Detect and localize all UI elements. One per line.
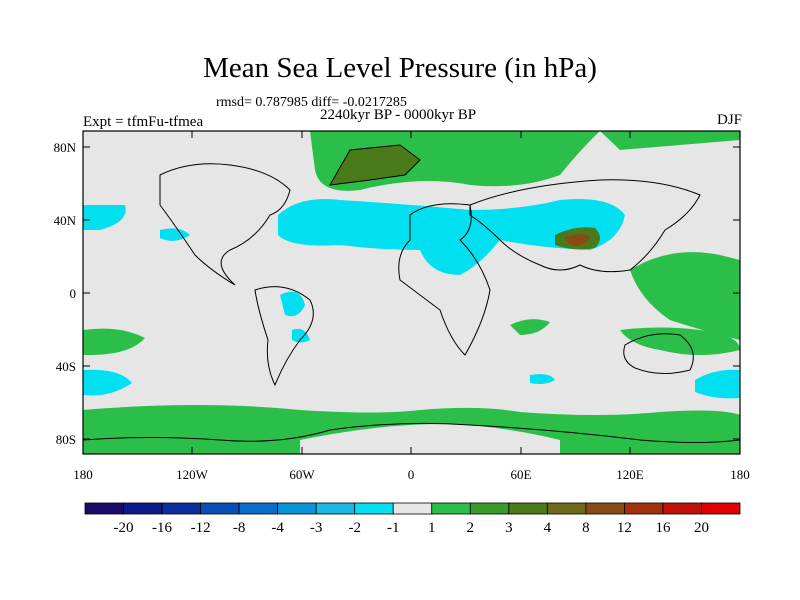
colorbar-label: -8	[232, 520, 246, 536]
experiment-label: Expt = tfmFu-tfmea	[83, 114, 204, 130]
greenland-coast	[329, 144, 421, 186]
colorbar-box	[392, 502, 433, 515]
europe-africa-coast	[398, 203, 491, 356]
colorbar-box	[469, 502, 510, 515]
anomaly-fields	[83, 131, 740, 454]
colorbar-box	[546, 502, 587, 515]
south-pacific-positive	[83, 328, 145, 355]
coastlines	[82, 144, 741, 443]
australia-east-positive	[620, 327, 740, 355]
colorbar-box	[431, 502, 471, 515]
indian-ocean-positive	[510, 319, 550, 335]
map-background	[83, 131, 740, 454]
south-atlantic-negative	[292, 328, 310, 343]
colorbar-label: -3	[309, 520, 323, 536]
stats-text: rmsd= 0.787985 diff= -0.0217285	[216, 95, 407, 110]
lon-label-0: 0	[407, 467, 415, 482]
colorbar-box	[315, 502, 356, 515]
western-pacific-positive	[630, 252, 740, 340]
colorbar-box	[123, 502, 163, 515]
australia-south-negative	[695, 369, 740, 399]
colorbar-label: 16	[655, 520, 671, 536]
colorbar-box	[662, 502, 702, 515]
season-label: DJF	[716, 112, 742, 128]
south-indian-negative	[530, 374, 555, 384]
tibet-strong-core	[565, 234, 590, 246]
colorbar-box	[238, 502, 279, 515]
south-america-coast	[254, 286, 314, 387]
pacific-negative-west	[83, 205, 126, 230]
lon-label-120w: 120W	[176, 467, 208, 482]
colorbar-label: 8	[582, 520, 590, 536]
colorbar-box	[508, 502, 548, 515]
colorbar-label: -12	[190, 520, 211, 536]
colorbar-box	[354, 502, 394, 515]
colorbar-box	[624, 502, 664, 515]
australia-coast	[623, 333, 694, 374]
lat-label-80n: 80N	[53, 140, 76, 155]
lat-label-0: 0	[69, 286, 77, 301]
lat-label-40s: 40S	[55, 359, 76, 374]
lon-label-180e: 180	[730, 467, 750, 482]
map-title: Mean Sea Level Pressure (in hPa)	[203, 52, 597, 84]
north-america-coast	[159, 163, 291, 286]
period-text: 2240kyr BP - 0000kyr BP	[320, 107, 477, 123]
greenland-strong-area	[330, 145, 420, 185]
northern-negative-band	[278, 199, 625, 275]
colorbar-label: 20	[693, 520, 709, 536]
lon-label-120e: 120E	[616, 467, 644, 482]
asia-coast	[469, 179, 701, 273]
colorbar-label: 12	[616, 520, 632, 536]
lon-label-180w: 180	[73, 467, 93, 482]
colorbar-box	[585, 502, 625, 515]
pacific-negative-small	[160, 228, 190, 241]
colorbar-box	[84, 502, 124, 515]
colorbar	[84, 502, 741, 515]
colorbar-box	[200, 502, 240, 515]
axis-ticks	[83, 131, 740, 454]
lon-label-60e: 60E	[510, 467, 532, 482]
arctic-east-strip	[600, 131, 740, 150]
colorbar-label: 1	[428, 520, 436, 536]
lon-label-60w: 60W	[289, 467, 315, 482]
colorbar-label: -1	[386, 520, 400, 536]
colorbar-label: -2	[348, 520, 361, 536]
colorbar-label: 4	[543, 520, 552, 536]
colorbar-label: -20	[113, 520, 134, 536]
antarctica-coast	[82, 422, 741, 443]
south-pacific-negative	[83, 369, 132, 396]
colorbar-label: 3	[505, 520, 513, 536]
colorbar-box	[701, 502, 741, 515]
colorbar-box	[161, 502, 201, 515]
antarctic-neutral	[300, 424, 560, 454]
lat-label-80s: 80S	[55, 432, 76, 447]
colorbar-box	[277, 502, 317, 515]
lat-label-40n: 40N	[53, 213, 76, 228]
colorbar-label: 2	[466, 520, 475, 536]
colorbar-label: -16	[152, 520, 173, 536]
south-america-negative	[280, 291, 305, 317]
colorbar-label: -4	[271, 520, 284, 536]
